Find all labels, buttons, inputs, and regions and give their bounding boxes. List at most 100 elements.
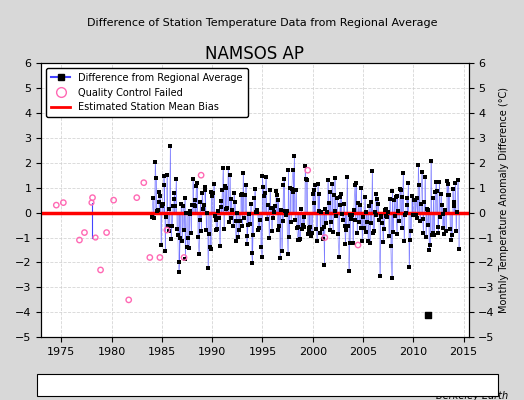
- Point: [239, 170, 247, 176]
- Point: [209, 190, 217, 196]
- Point: [256, 217, 264, 224]
- Point: [217, 204, 226, 210]
- Point: [160, 182, 169, 188]
- Point: [288, 186, 296, 192]
- Point: [317, 209, 325, 215]
- Point: [316, 230, 324, 236]
- Point: [257, 254, 266, 260]
- Point: [422, 206, 431, 212]
- Point: [393, 193, 401, 199]
- Point: [155, 189, 163, 195]
- Point: [442, 228, 450, 234]
- Point: [181, 256, 190, 262]
- Point: [162, 214, 170, 220]
- Point: [395, 218, 403, 225]
- Point: [75, 237, 84, 243]
- Point: [213, 226, 222, 232]
- Text: ♦ Station Move: ♦ Station Move: [52, 382, 123, 392]
- Point: [259, 184, 267, 190]
- Point: [327, 219, 335, 225]
- Point: [260, 193, 268, 199]
- Point: [298, 226, 306, 232]
- Point: [402, 194, 411, 201]
- Point: [150, 214, 159, 221]
- Point: [219, 165, 227, 171]
- Point: [391, 194, 400, 200]
- Point: [403, 202, 412, 208]
- Point: [184, 245, 193, 252]
- Point: [358, 237, 366, 244]
- Point: [222, 185, 231, 192]
- Point: [177, 200, 185, 207]
- Point: [313, 237, 321, 244]
- Point: [418, 169, 426, 175]
- Point: [336, 194, 345, 200]
- Text: Difference of Station Temperature Data from Regional Average: Difference of Station Temperature Data f…: [87, 18, 437, 28]
- Point: [370, 228, 378, 234]
- Point: [374, 200, 383, 207]
- Point: [174, 269, 183, 276]
- Point: [429, 195, 438, 202]
- Point: [385, 233, 393, 240]
- Point: [169, 203, 177, 209]
- Point: [313, 180, 322, 187]
- Point: [247, 250, 256, 256]
- Point: [305, 225, 313, 231]
- Point: [408, 192, 416, 199]
- Point: [368, 168, 376, 174]
- Point: [346, 212, 355, 218]
- Point: [422, 234, 430, 240]
- Point: [163, 172, 171, 178]
- Text: Berkeley Earth: Berkeley Earth: [436, 391, 508, 400]
- Text: ▼ Time of Obs. Change: ▼ Time of Obs. Change: [272, 382, 377, 392]
- Point: [125, 297, 133, 303]
- Point: [350, 206, 358, 213]
- Point: [216, 198, 225, 204]
- Point: [281, 208, 289, 214]
- Point: [171, 203, 180, 209]
- Point: [214, 208, 222, 214]
- Point: [410, 196, 418, 203]
- Point: [236, 191, 245, 198]
- Point: [173, 226, 181, 232]
- Point: [406, 236, 414, 243]
- Point: [248, 260, 257, 266]
- Point: [363, 219, 372, 225]
- Point: [326, 189, 334, 196]
- Point: [173, 232, 182, 238]
- Point: [223, 205, 232, 212]
- Point: [353, 230, 362, 236]
- Point: [255, 225, 263, 232]
- Point: [311, 182, 320, 188]
- Point: [372, 212, 380, 218]
- Point: [351, 216, 359, 223]
- Point: [365, 203, 373, 209]
- Title: NAMSOS AP: NAMSOS AP: [205, 45, 304, 63]
- Point: [334, 231, 342, 237]
- Text: ■ Empirical Break: ■ Empirical Break: [409, 382, 491, 392]
- Point: [335, 202, 344, 208]
- Point: [156, 193, 165, 200]
- Point: [168, 222, 176, 229]
- Point: [440, 231, 449, 238]
- Point: [176, 259, 184, 265]
- Point: [207, 189, 215, 196]
- Point: [232, 218, 241, 225]
- Point: [196, 199, 205, 205]
- Point: [180, 254, 188, 261]
- Point: [392, 230, 401, 237]
- Point: [159, 200, 167, 207]
- Point: [309, 190, 317, 197]
- Point: [321, 205, 330, 212]
- Point: [310, 187, 319, 193]
- Point: [185, 210, 194, 217]
- Point: [205, 230, 213, 237]
- Point: [288, 166, 297, 173]
- Point: [428, 231, 436, 238]
- Point: [178, 238, 186, 244]
- Point: [240, 215, 248, 221]
- Point: [201, 187, 209, 193]
- Point: [412, 195, 421, 201]
- Point: [370, 209, 379, 215]
- Point: [361, 194, 369, 200]
